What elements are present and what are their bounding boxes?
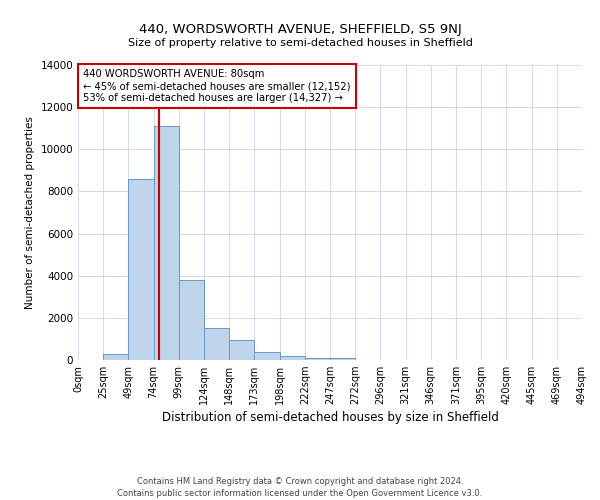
Bar [179,280,204,360]
Text: Contains public sector information licensed under the Open Government Licence v3: Contains public sector information licen… [118,489,482,498]
Bar [305,358,330,360]
Bar [154,126,179,360]
Y-axis label: Number of semi-detached properties: Number of semi-detached properties [25,116,35,309]
Text: 440, WORDSWORTH AVENUE, SHEFFIELD, S5 9NJ: 440, WORDSWORTH AVENUE, SHEFFIELD, S5 9N… [139,22,461,36]
Bar [128,179,154,360]
Bar [330,358,355,360]
Text: Size of property relative to semi-detached houses in Sheffield: Size of property relative to semi-detach… [128,38,472,48]
Bar [229,340,254,360]
X-axis label: Distribution of semi-detached houses by size in Sheffield: Distribution of semi-detached houses by … [161,412,499,424]
Bar [254,352,280,360]
Text: Contains HM Land Registry data © Crown copyright and database right 2024.: Contains HM Land Registry data © Crown c… [137,478,463,486]
Bar [204,328,229,360]
Bar [280,356,305,360]
Text: 440 WORDSWORTH AVENUE: 80sqm
← 45% of semi-detached houses are smaller (12,152)
: 440 WORDSWORTH AVENUE: 80sqm ← 45% of se… [83,70,350,102]
Bar [103,354,128,360]
